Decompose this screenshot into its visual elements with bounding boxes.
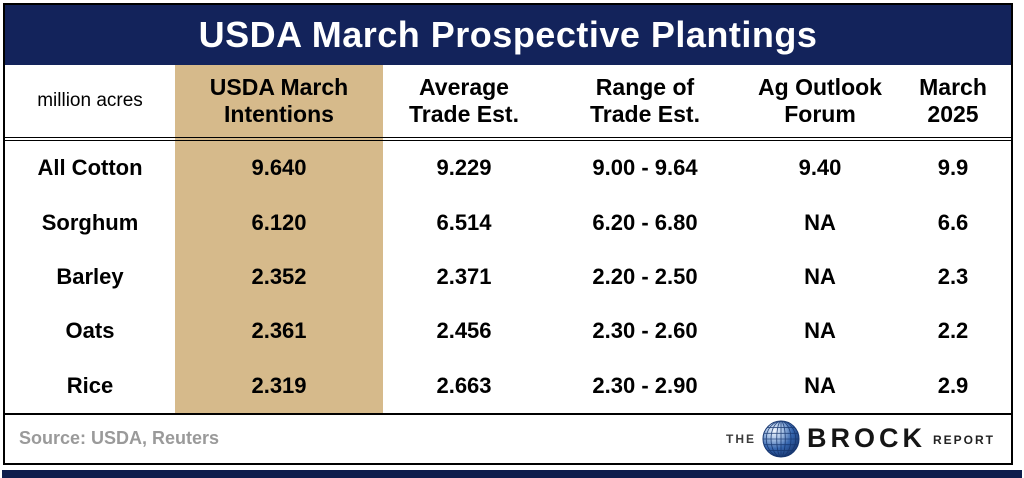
avg-trade-est-value: 2.663 [436, 372, 492, 398]
table-row-oats: Oats 2.361 2.456 2.30 - 2.60 NA 2.2 [5, 304, 1011, 358]
march-2025-value: 2.2 [937, 318, 969, 344]
ag-outlook-forum-value: NA [804, 318, 836, 344]
title-bar: USDA March Prospective Plantings [5, 5, 1011, 65]
footer-bar: Source: USDA, Reuters THE [5, 412, 1011, 463]
logo-report-label: REPORT [932, 432, 995, 447]
logo-the-label: THE [725, 431, 756, 446]
commodity-label: Rice [66, 372, 114, 398]
march-2025-value: 2.3 [937, 263, 969, 289]
table-row-barley: Barley 2.352 2.371 2.20 - 2.50 NA 2.3 [5, 250, 1011, 304]
page-title: USDA March Prospective Plantings [198, 14, 818, 55]
highlighted-column-strip [175, 65, 383, 413]
commodity-label: Sorghum [41, 209, 139, 235]
column-header-ag-outlook-forum: Ag Outlook Forum [758, 73, 882, 127]
bottom-accent-bar [2, 470, 1022, 478]
commodity-label: Oats [65, 318, 115, 344]
march-2025-value: 2.9 [937, 372, 969, 398]
source-attribution: Source: USDA, Reuters [19, 428, 220, 449]
avg-trade-est-value: 2.371 [436, 263, 492, 289]
intentions-value: 2.319 [251, 372, 307, 398]
range-trade-est-value: 2.30 - 2.60 [592, 318, 698, 344]
range-trade-est-value: 6.20 - 6.80 [592, 209, 698, 235]
intentions-value: 6.120 [251, 209, 307, 235]
column-header-range-of-trade-est: Range of Trade Est. [590, 73, 700, 127]
commodity-label: Barley [56, 263, 124, 289]
table-row-sorghum: Sorghum 6.120 6.514 6.20 - 6.80 NA 6.6 [5, 195, 1011, 249]
range-trade-est-value: 2.30 - 2.90 [592, 372, 698, 398]
globe-icon [762, 420, 800, 458]
brock-report-logo: THE [726, 420, 995, 458]
column-header-march-2025: March 2025 [919, 73, 987, 127]
ag-outlook-forum-value: NA [804, 209, 836, 235]
avg-trade-est-value: 6.514 [436, 209, 492, 235]
report-table-frame: USDA March Prospective Plantings million… [3, 3, 1013, 465]
intentions-value: 9.640 [251, 155, 307, 181]
table-row-rice: Rice 2.319 2.663 2.30 - 2.90 NA 2.9 [5, 359, 1011, 413]
march-2025-value: 6.6 [937, 209, 969, 235]
unit-label: million acres [37, 90, 143, 111]
march-2025-value: 9.9 [937, 155, 969, 181]
table-row-all-cotton: All Cotton 9.640 9.229 9.00 - 9.64 9.40 … [5, 141, 1011, 195]
ag-outlook-forum-value: NA [804, 372, 836, 398]
range-trade-est-value: 2.20 - 2.50 [592, 263, 698, 289]
intentions-value: 2.352 [251, 263, 307, 289]
commodity-label: All Cotton [37, 155, 143, 181]
plantings-table: million acres USDA March Intentions Aver… [5, 65, 1011, 413]
ag-outlook-forum-value: NA [804, 263, 836, 289]
ag-outlook-forum-value: 9.40 [798, 155, 842, 181]
logo-brock-label: BROCK [806, 423, 926, 454]
column-header-usda-march-intentions: USDA March Intentions [209, 73, 349, 127]
avg-trade-est-value: 9.229 [436, 155, 492, 181]
column-header-average-trade-est: Average Trade Est. [409, 73, 519, 127]
avg-trade-est-value: 2.456 [436, 318, 492, 344]
range-trade-est-value: 9.00 - 9.64 [592, 155, 698, 181]
table-header-row: million acres USDA March Intentions Aver… [5, 65, 1011, 141]
intentions-value: 2.361 [251, 318, 307, 344]
